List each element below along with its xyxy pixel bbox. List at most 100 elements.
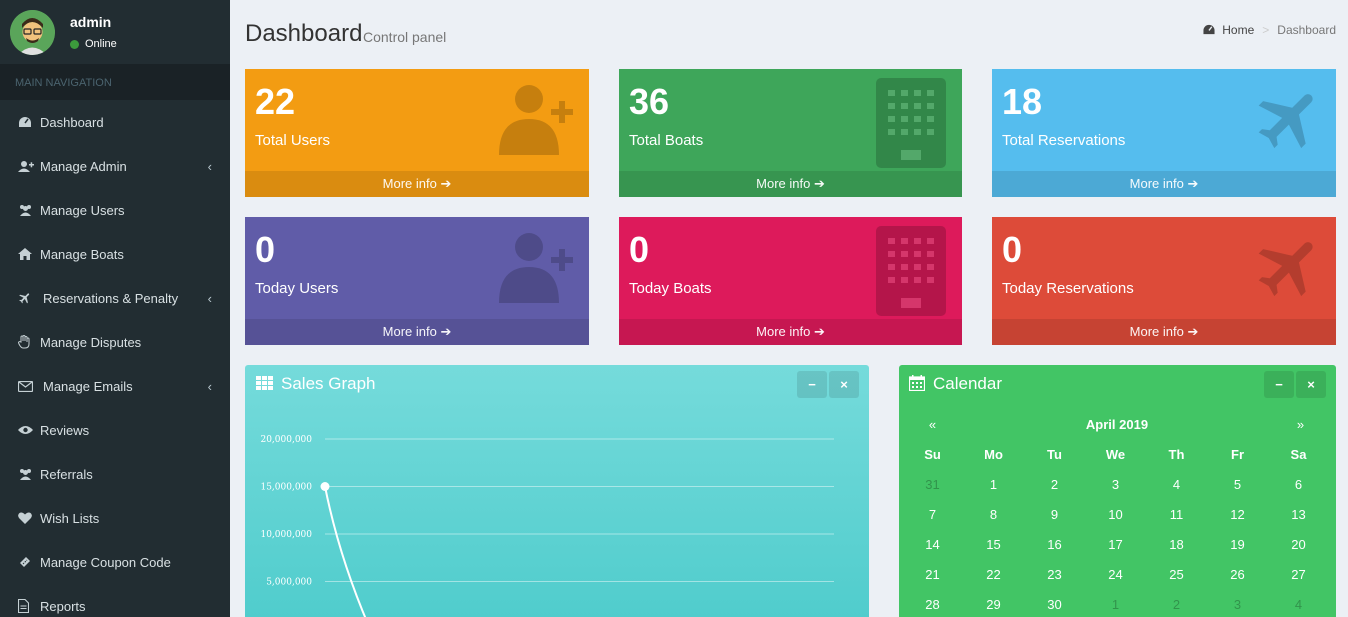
calendar-day[interactable]: 22 [986,567,1001,582]
sidebar: admin Online MAIN NAVIGATION Dashboard M… [0,0,230,617]
calendar-day[interactable]: 16 [1047,537,1062,552]
chevron-left-icon: ‹ [207,291,212,306]
sidebar-item-label: Wish Lists [40,510,100,526]
box-value: 18 [1002,81,1043,122]
sidebar-item-label: Manage Emails [43,378,133,394]
user-plus-icon [495,77,575,162]
calendar-day[interactable]: 21 [925,567,940,582]
box-value: 36 [629,81,670,122]
calendar-month-label[interactable]: April 2019 [1085,417,1149,432]
more-info-link[interactable]: More info ➔ [245,171,589,197]
total-boats-box: 36 Total Boats More info ➔ [619,69,962,197]
calendar-day[interactable]: 4 [1294,597,1303,612]
calendar-day[interactable]: 26 [1230,567,1245,582]
more-info-link[interactable]: More info ➔ [245,319,589,345]
user-status-label: Online [85,38,117,50]
calendar-day[interactable]: 15 [986,537,1001,552]
box-value: 22 [255,81,296,122]
sidebar-item-manage-admin[interactable]: Manage Admin ‹ [0,144,230,188]
box-value: 0 [1002,229,1023,270]
calendar-day[interactable]: 23 [1047,567,1062,582]
calendar-day[interactable]: 25 [1169,567,1184,582]
calendar-day[interactable]: 24 [1108,567,1123,582]
sidebar-item-wish-lists[interactable]: Wish Lists [0,496,230,540]
grid-icon [256,376,273,395]
calendar-day[interactable]: 20 [1291,537,1306,552]
sales-graph-panel: Sales Graph − × 20,000,000 15,000,000 10,0… [245,365,869,617]
weekday-header: Fr [1231,447,1244,462]
calendar-day[interactable]: 3 [1111,477,1120,492]
calendar-day[interactable]: 11 [1169,507,1184,522]
eye-icon [18,425,38,435]
y-tick-label: 10,000,000 [260,530,312,540]
calendar-day[interactable]: 13 [1291,507,1306,522]
calendar-day[interactable]: 2 [1172,597,1181,612]
sidebar-item-manage-disputes[interactable]: Manage Disputes [0,320,230,364]
calendar-day[interactable]: 30 [1047,597,1062,612]
calendar-day[interactable]: 14 [925,537,940,552]
sidebar-item-reservations-penalty[interactable]: Reservations & Penalty ‹ [0,276,230,320]
calendar-panel: Calendar − × « April 2019 » Su Mo Tu We Th Fr… [899,365,1336,617]
breadcrumb-separator: > [1262,23,1270,37]
more-info-link[interactable]: More info ➔ [992,319,1336,345]
plane-icon [18,291,38,305]
weekday-header: We [1105,447,1126,462]
page-title: Dashboard [245,20,363,47]
user-name: admin [70,14,112,30]
breadcrumb-home-link[interactable]: Home [1222,23,1255,37]
user-plus-icon [18,160,38,173]
sidebar-item-manage-boats[interactable]: Manage Boats [0,232,230,276]
calendar-day[interactable]: 7 [928,507,937,522]
sidebar-item-manage-coupon-code[interactable]: Manage Coupon Code [0,540,230,584]
collapse-button[interactable]: − [1264,371,1294,398]
sidebar-item-reviews[interactable]: Reviews [0,408,230,452]
total-users-box: 22 Total Users More info ➔ [245,69,589,197]
chevron-left-icon: ‹ [207,379,212,394]
prev-month-button[interactable]: « [928,417,937,432]
next-month-button[interactable]: » [1296,417,1305,432]
calendar-day[interactable]: 4 [1172,477,1181,492]
calendar-day[interactable]: 18 [1169,537,1184,552]
more-info-link[interactable]: More info ➔ [619,171,962,197]
sidebar-item-label: Manage Disputes [40,334,142,350]
sidebar-item-reports[interactable]: Reports [0,584,230,617]
calendar-day[interactable]: 1 [1111,597,1120,612]
calendar-day[interactable]: 28 [925,597,940,612]
calendar-day[interactable]: 2 [1050,477,1059,492]
close-button[interactable]: × [1296,371,1326,398]
weekday-header: Su [924,447,941,462]
avatar[interactable] [10,10,55,55]
panel-title: Calendar [933,374,1002,393]
sidebar-item-manage-users[interactable]: Manage Users [0,188,230,232]
more-info-link[interactable]: More info ➔ [992,171,1336,197]
users-icon [18,468,38,480]
total-reservations-box: 18 Total Reservations More info ➔ [992,69,1336,197]
calendar-day[interactable]: 10 [1108,507,1123,522]
sidebar-item-label: Manage Admin [40,158,127,174]
calendar-day[interactable]: 8 [989,507,998,522]
calendar-day[interactable]: 5 [1233,477,1242,492]
sales-data-point[interactable] [320,482,330,491]
calendar-day[interactable]: 29 [986,597,1001,612]
sidebar-item-manage-emails[interactable]: Manage Emails ‹ [0,364,230,408]
sidebar-item-label: Dashboard [40,114,104,130]
calendar-day[interactable]: 3 [1233,597,1242,612]
calendar-day[interactable]: 6 [1294,477,1303,492]
sidebar-item-dashboard[interactable]: Dashboard [0,100,230,144]
calendar-day[interactable]: 9 [1050,507,1059,522]
collapse-button[interactable]: − [797,371,827,398]
calendar-day[interactable]: 27 [1291,567,1306,582]
sidebar-item-referrals[interactable]: Referrals [0,452,230,496]
more-info-link[interactable]: More info ➔ [619,319,962,345]
box-value: 0 [255,229,276,270]
close-button[interactable]: × [829,371,859,398]
calendar-day[interactable]: 1 [989,477,998,492]
building-icon [876,78,946,173]
calendar-day[interactable]: 12 [1230,507,1245,522]
calendar-day[interactable]: 19 [1230,537,1245,552]
file-icon [18,599,38,613]
box-label: Today Boats [629,280,712,297]
calendar-day[interactable]: 17 [1108,537,1123,552]
weekday-header: Mo [984,447,1003,462]
calendar-day[interactable]: 31 [925,477,940,492]
